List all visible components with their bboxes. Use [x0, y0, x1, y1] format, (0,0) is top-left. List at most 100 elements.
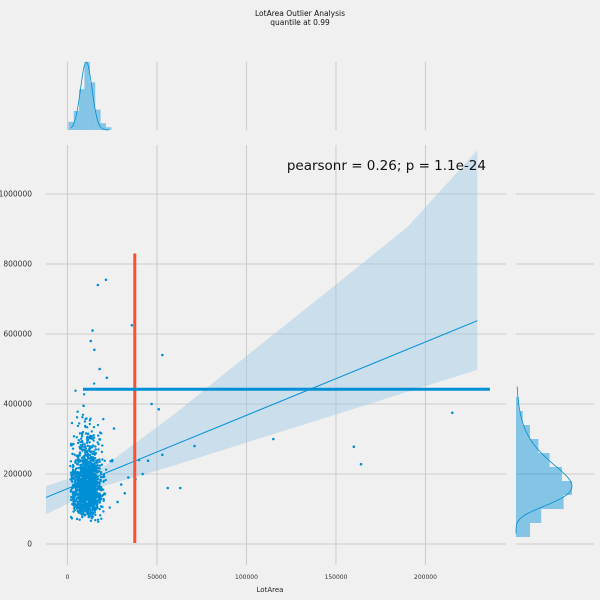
scatter-point	[85, 449, 88, 453]
scatter-point	[93, 499, 97, 503]
scatter-point	[96, 495, 100, 498]
scatter-point	[352, 445, 356, 449]
scatter-point	[80, 466, 83, 470]
scatter-point	[85, 484, 88, 488]
scatter-point	[91, 329, 94, 332]
scatter-point	[102, 499, 105, 502]
scatter-point	[85, 441, 89, 444]
scatter-point	[72, 504, 76, 507]
scatter-point	[90, 479, 94, 483]
scatter-point	[102, 479, 106, 482]
scatter-point	[78, 432, 82, 435]
scatter-point	[90, 467, 93, 471]
scatter-point	[92, 436, 96, 439]
scatter-point	[69, 490, 73, 493]
scatter-point	[102, 497, 105, 501]
scatter-point	[100, 463, 104, 466]
scatter-point	[84, 488, 87, 491]
scatter-point	[82, 393, 86, 396]
scatter-point	[74, 389, 77, 392]
scatter-point	[79, 505, 82, 508]
scatter-point	[76, 455, 80, 459]
marginal-x-bar	[95, 109, 101, 130]
scatter-point	[94, 473, 97, 476]
scatter-point	[92, 485, 96, 488]
marginal-y-histogram	[515, 386, 573, 537]
scatter-point	[99, 471, 103, 474]
marginal-y-bar	[516, 509, 542, 523]
scatter-point	[91, 507, 94, 511]
scatter-point	[89, 483, 93, 486]
scatter-point	[86, 453, 90, 456]
scatter-point	[90, 473, 93, 476]
scatter-point	[110, 458, 114, 462]
scatter-point	[87, 449, 90, 452]
scatter-point	[89, 417, 92, 420]
scatter-point	[69, 471, 73, 474]
scatter-point	[84, 417, 87, 421]
tick-labels: 0 50000 100000 150000 200000 0 200000 400000 600…	[0, 190, 437, 582]
scatter-point	[76, 410, 79, 413]
scatter-point	[85, 426, 89, 429]
scatter-point	[72, 435, 76, 438]
marginal-y-bar	[516, 495, 564, 509]
scatter-point	[90, 430, 93, 433]
scatter-point	[82, 455, 85, 458]
scatter-point	[161, 353, 164, 357]
pearson-annotation: pearsonr = 0.26; p = 1.1e-24	[287, 158, 486, 174]
scatter-point	[80, 463, 84, 466]
scatter-point	[359, 462, 363, 466]
marginal-y-bar	[516, 467, 562, 481]
scatter-point	[86, 491, 89, 495]
scatter-point	[103, 492, 106, 495]
scatter-point	[70, 479, 73, 482]
scatter-point	[75, 496, 79, 500]
scatter-point	[83, 470, 86, 474]
scatter-point	[92, 497, 95, 500]
scatter-point	[89, 455, 93, 459]
scatter-point	[75, 476, 78, 479]
scatter-point	[102, 417, 105, 421]
scatter-point	[91, 512, 94, 515]
scatter-point	[76, 424, 80, 428]
scatter-point	[77, 485, 81, 488]
y-tick-label: 0	[27, 540, 32, 549]
scatter-point	[85, 489, 89, 493]
scatter-point	[90, 502, 93, 505]
scatter-point	[100, 517, 103, 520]
scatter-point	[81, 413, 85, 416]
scatter-points	[69, 278, 454, 524]
scatter-point	[94, 484, 98, 488]
marginal-y-bar	[516, 425, 530, 439]
y-tick-label: 1000000	[0, 190, 32, 199]
scatter-point	[75, 436, 78, 439]
scatter-point	[96, 500, 99, 504]
scatter-point	[80, 431, 84, 435]
scatter-point	[98, 367, 101, 371]
scatter-point	[150, 402, 153, 406]
scatter-point	[87, 500, 91, 504]
scatter-point	[94, 513, 97, 517]
x-tick-label: 200000	[414, 574, 437, 581]
scatter-point	[71, 470, 75, 474]
scatter-point	[75, 517, 79, 521]
scatter-point	[73, 492, 76, 495]
scatter-point	[82, 404, 85, 408]
scatter-point	[75, 416, 79, 419]
scatter-point	[92, 457, 95, 460]
scatter-point	[83, 463, 87, 467]
scatter-point	[89, 512, 92, 516]
marginal-x-kde	[70, 61, 109, 131]
marginal-x-bar	[105, 127, 112, 130]
scatter-point	[74, 505, 77, 509]
scatter-point	[130, 323, 134, 327]
scatter-point	[157, 407, 161, 411]
scatter-point	[81, 483, 84, 486]
scatter-point	[93, 480, 96, 483]
scatter-point	[86, 487, 89, 491]
scatter-point	[76, 501, 80, 504]
scatter-point	[77, 492, 80, 496]
scatter-point	[84, 495, 87, 498]
scatter-point	[71, 483, 75, 487]
scatter-point	[84, 458, 87, 462]
